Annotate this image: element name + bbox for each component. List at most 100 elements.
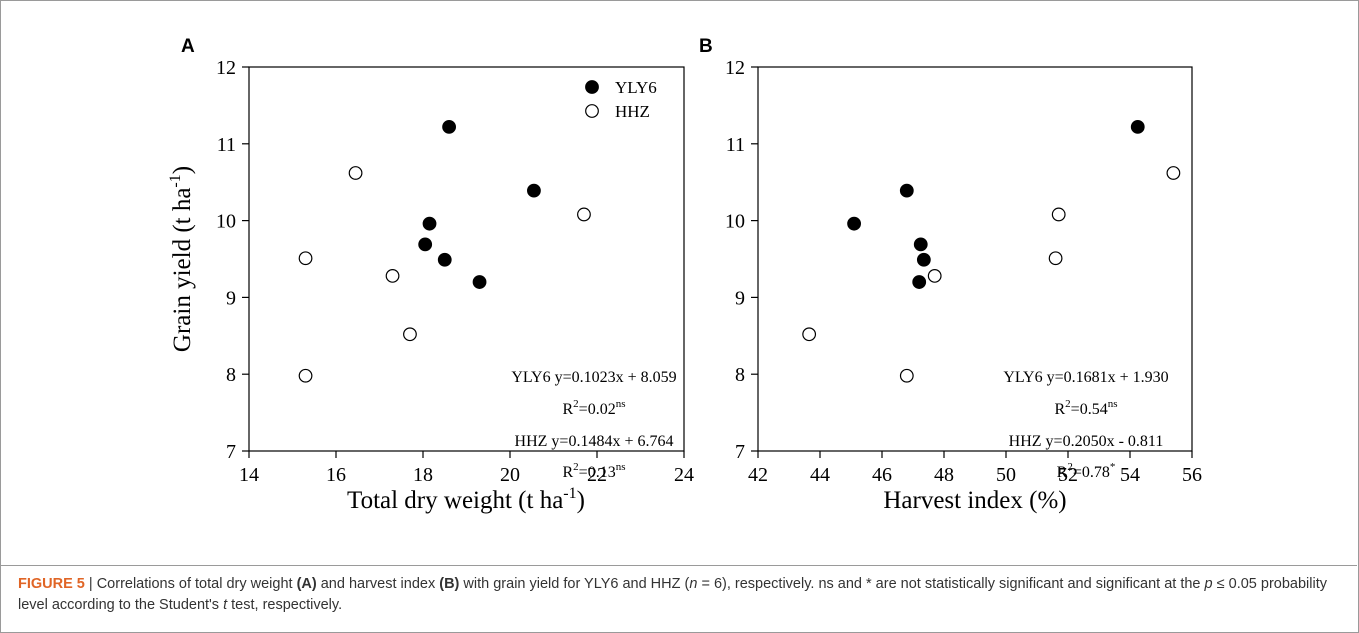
panel-a-y-axis-title: Grain yield (t ha-1): [167, 166, 196, 352]
panel-b-x-tick-label: 50: [996, 464, 1016, 486]
panel-b-x-axis-title-text: Harvest index (%): [883, 487, 1066, 514]
caption-text-6: test, respectively.: [227, 597, 343, 613]
panel-b-annotation-2: R2=0.54ns: [1055, 398, 1118, 418]
panel-a-x-axis-title: Total dry weight (t ha-1): [347, 485, 585, 514]
caption-text-2: and harvest index: [316, 576, 440, 592]
caption-p-variable: p: [1204, 576, 1213, 592]
panel-b-x-tick-label: 42: [748, 464, 768, 486]
panel-a-x-tick-label: 20: [500, 464, 520, 486]
panel-b-point-hhz: [927, 268, 942, 283]
panel-a-x-tick-label: 24: [674, 464, 694, 486]
panel-a-legend-marker-yly6: [585, 80, 599, 94]
panel-a-annotation-value: =0.13: [579, 464, 616, 481]
caption-label: FIGURE 5: [18, 576, 85, 592]
caption-t-variable: t: [223, 597, 228, 613]
caption-panel-b-ref: (B): [439, 576, 460, 592]
panel-b-annotation-4: R2=0.78*: [1057, 461, 1116, 481]
panel-a-y-tick-label: 12: [216, 57, 236, 79]
panel-b-annotation-significance: ns: [1108, 398, 1118, 410]
panel-a-annotation-text: R: [563, 464, 574, 481]
panel-b-point-yly6: [913, 237, 928, 252]
panel-b-annotation-value: =0.54: [1071, 401, 1108, 418]
caption-divider: [0, 565, 1357, 566]
panel-a-x-axis-title-text: Total dry weight (t ha: [347, 487, 563, 514]
panel-b-x-tick-label: 44: [810, 464, 830, 486]
panel-b-plot-frame: [757, 66, 1193, 452]
panel-a-annotation-significance: ns: [616, 461, 626, 473]
panel-b-point-yly6: [912, 275, 927, 289]
panel-b-annotation-text: R: [1055, 401, 1066, 418]
panel-a-point-yly6: [472, 275, 487, 289]
panel-b-x-tick-label: 54: [1120, 464, 1140, 486]
panel-a-annotation-2: R2=0.02ns: [563, 398, 626, 418]
panel-b-point-hhz: [802, 327, 817, 342]
panel-b-annotation-3: HHZ y=0.2050x - 0.811: [1009, 433, 1164, 450]
panel-b-annotation-value: =0.78: [1073, 464, 1110, 481]
panel-b-point-yly6: [847, 216, 861, 231]
panel-a-point-hhz: [577, 207, 591, 222]
panel-b-y-tick-label: 11: [726, 134, 745, 156]
panel-b-annotation-text: R: [1057, 464, 1068, 481]
caption-text-5: ≤ 0.05 probability level according to th…: [18, 576, 1327, 613]
panel-a-y-axis-title-end: ): [169, 166, 196, 174]
panel-a-x-tick-label: 22: [587, 464, 607, 486]
panel-b-x-tick-label: 46: [872, 464, 892, 486]
panel-b-x-tick-label: 52: [1058, 464, 1078, 486]
panel-a-x-axis-title-sup: -1: [563, 485, 576, 502]
panel-b-annotation-text: HHZ y=0.2050x - 0.811: [1009, 433, 1164, 450]
panel-b-y-tick-label: 12: [725, 57, 745, 79]
panel-a-point-yly6: [422, 216, 437, 231]
panel-a-point-yly6: [418, 237, 433, 252]
panel-b-x-axis-title: Harvest index (%): [883, 487, 1066, 514]
panel-a-point-yly6: [437, 252, 452, 267]
panel-a-legend-label-yly6: YLY6: [615, 78, 657, 97]
panel-a-point-hhz: [298, 251, 313, 266]
caption-text-4: = 6), respectively. ns and * are not sta…: [697, 576, 1205, 592]
panel-b-letter: B: [699, 36, 713, 57]
panel-b-annotation-sup: 2: [1067, 461, 1073, 473]
panel-a-annotation-sup: 2: [573, 461, 579, 473]
panel-b-point-hhz: [1048, 251, 1063, 266]
panel-b-point-hhz: [899, 368, 914, 383]
panel-a-y-axis-title-sup: -1: [167, 174, 184, 187]
panel-a-legend-label-hhz: HHZ: [615, 102, 650, 121]
panel-a-y-axis-title-text: Grain yield (t ha: [169, 188, 196, 353]
panel-a-legend-marker-hhz: [585, 104, 599, 118]
panel-a-annotation-1: YLY6 y=0.1023x + 8.059: [511, 369, 676, 386]
panel-a-plot-frame: [248, 66, 685, 452]
panel-a-annotation-value: =0.02: [579, 401, 616, 418]
panel-a-point-hhz: [298, 368, 313, 383]
panel-a-annotation-text: YLY6 y=0.1023x + 8.059: [511, 369, 676, 386]
panel-b-annotation-sup: 2: [1065, 398, 1071, 410]
panel-a-y-tick-label: 9: [226, 287, 236, 309]
panel-a-point-hhz: [403, 327, 417, 342]
panel-b-point-hhz: [1051, 207, 1066, 222]
panel-a-y-tick-label: 7: [226, 441, 236, 463]
panel-b-annotation-1: YLY6 y=0.1681x + 1.930: [1003, 369, 1168, 386]
panel-a-x-tick-label: 16: [326, 464, 346, 486]
caption-separator: |: [84, 576, 97, 592]
figure-caption: FIGURE 5 | Correlations of total dry wei…: [18, 574, 1338, 616]
panel-a-x-tick-label: 14: [239, 464, 259, 486]
caption-panel-a-ref: (A): [296, 576, 317, 592]
panel-b-y-tick-label: 7: [735, 441, 745, 463]
panel-a-annotation-3: HHZ y=0.1484x + 6.764: [515, 433, 674, 450]
panel-b-chart: B 7 8 9 10 11 12 42 44 46 48 50 52 54 56 Harvest index …: [699, 36, 1202, 514]
panel-a-point-hhz: [385, 268, 400, 283]
panel-b-annotation-text: YLY6 y=0.1681x + 1.930: [1003, 369, 1168, 386]
panel-a-letter: A: [181, 36, 195, 57]
panel-b-x-tick-label: 48: [934, 464, 954, 486]
panel-a-x-tick-label: 18: [413, 464, 433, 486]
panel-a-legend: YLY6 HHZ: [585, 78, 657, 121]
panel-a-annotation-text: R: [563, 401, 574, 418]
panel-b-point-yly6: [899, 183, 914, 198]
caption-n-variable: n: [689, 576, 698, 592]
panel-b-y-tick-label: 10: [725, 211, 745, 233]
panel-a-y-tick-label: 8: [226, 364, 236, 386]
panel-b-x-tick-label: 56: [1182, 464, 1202, 486]
panel-b-annotation-significance: *: [1110, 461, 1116, 473]
panel-a-y-tick-label: 10: [216, 211, 236, 233]
